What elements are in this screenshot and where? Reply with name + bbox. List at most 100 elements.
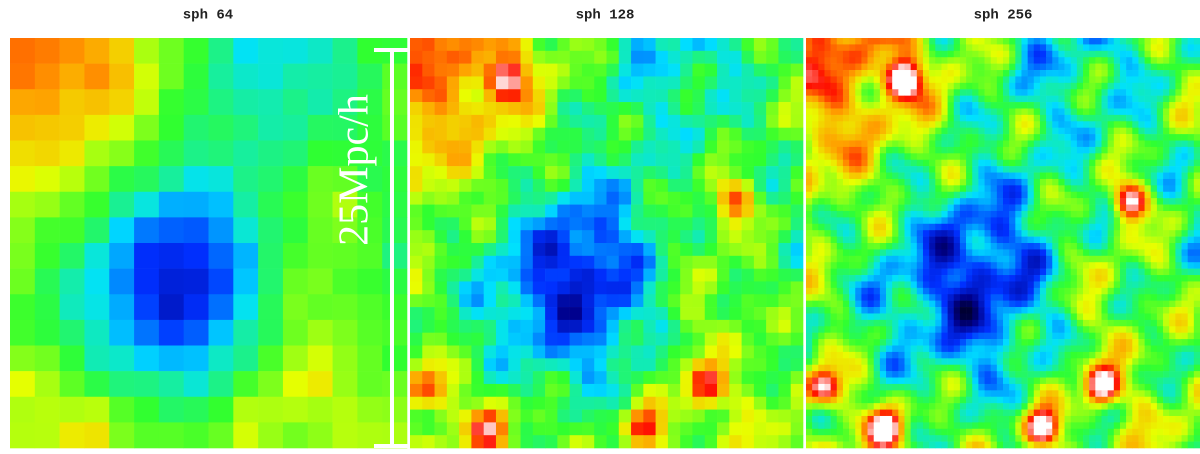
- pixel: [533, 410, 546, 423]
- pixel: [594, 435, 607, 448]
- pixel: [935, 185, 941, 192]
- pixel: [1077, 57, 1083, 64]
- pixel: [1151, 390, 1157, 397]
- pixel: [824, 390, 830, 397]
- pixel: [818, 301, 824, 308]
- pixel: [35, 192, 60, 218]
- pixel: [837, 173, 843, 180]
- pixel: [978, 44, 984, 51]
- pixel: [1052, 83, 1058, 90]
- pixel: [843, 243, 849, 250]
- pixel: [1034, 384, 1040, 391]
- pixel: [978, 275, 984, 282]
- pixel: [874, 249, 880, 256]
- pixel: [806, 256, 812, 263]
- pixel: [1126, 339, 1132, 346]
- pixel: [960, 51, 966, 58]
- pixel: [1040, 333, 1046, 340]
- pixel: [837, 96, 843, 103]
- pixel: [619, 38, 632, 51]
- pixel: [985, 390, 991, 397]
- pixel: [978, 288, 984, 295]
- pixel: [607, 346, 620, 359]
- pixel: [680, 294, 693, 307]
- pixel: [849, 243, 855, 250]
- pixel: [1065, 269, 1071, 276]
- pixel: [680, 307, 693, 320]
- pixel: [1040, 102, 1046, 109]
- pixel: [1102, 243, 1108, 250]
- pixel: [954, 307, 960, 314]
- pixel: [1065, 326, 1071, 333]
- pixel: [1040, 166, 1046, 173]
- pixel: [1071, 108, 1077, 115]
- pixel: [1003, 70, 1009, 77]
- pixel: [886, 205, 892, 212]
- pixel: [1009, 185, 1015, 192]
- pixel: [911, 64, 917, 71]
- pixel: [923, 249, 929, 256]
- pixel: [941, 378, 947, 385]
- pixel: [1169, 378, 1175, 385]
- pixel: [258, 294, 283, 320]
- pixel: [1052, 275, 1058, 282]
- pixel: [960, 192, 966, 199]
- pixel: [134, 192, 159, 218]
- pixel: [997, 237, 1003, 244]
- pixel: [892, 198, 898, 205]
- pixel: [1114, 96, 1120, 103]
- pixel: [619, 166, 632, 179]
- pixel: [1034, 211, 1040, 218]
- pixel: [849, 224, 855, 231]
- pixel: [1028, 371, 1034, 378]
- pixel: [435, 115, 448, 128]
- pixel: [668, 102, 681, 115]
- pixel: [1071, 403, 1077, 410]
- pixel: [880, 121, 886, 128]
- pixel: [806, 230, 812, 237]
- pixel: [1120, 249, 1126, 256]
- pixel: [1040, 224, 1046, 231]
- pixel: [868, 217, 874, 224]
- pixel: [1194, 160, 1200, 167]
- pixel: [134, 38, 159, 64]
- pixel: [929, 192, 935, 199]
- pixel: [1182, 44, 1188, 51]
- pixel: [680, 128, 693, 141]
- pixel: [184, 141, 209, 167]
- pixel: [972, 371, 978, 378]
- pixel: [1040, 153, 1046, 160]
- pixel: [159, 294, 184, 320]
- pixel: [978, 339, 984, 346]
- pixel: [308, 243, 333, 269]
- pixel: [159, 89, 184, 115]
- pixel: [1034, 320, 1040, 327]
- pixel: [1120, 173, 1126, 180]
- pixel: [1046, 134, 1052, 141]
- pixel: [874, 256, 880, 263]
- pixel: [1058, 147, 1064, 154]
- pixel: [1175, 76, 1181, 83]
- pixel: [1028, 378, 1034, 385]
- pixel: [1089, 365, 1095, 372]
- pixel: [631, 422, 644, 435]
- pixel: [818, 83, 824, 90]
- pixel: [607, 217, 620, 230]
- pixel: [806, 96, 812, 103]
- pixel: [1126, 205, 1132, 212]
- pixel: [1083, 128, 1089, 135]
- pixel: [1034, 281, 1040, 288]
- pixel: [1138, 365, 1144, 372]
- pixel: [533, 128, 546, 141]
- pixel: [1132, 397, 1138, 404]
- pixel: [668, 422, 681, 435]
- pixel: [855, 269, 861, 276]
- pixel: [892, 38, 898, 45]
- pixel: [997, 378, 1003, 385]
- pixel: [656, 217, 669, 230]
- pixel: [1132, 269, 1138, 276]
- pixel: [159, 141, 184, 167]
- pixel: [754, 128, 767, 141]
- pixel: [680, 153, 693, 166]
- pixel: [898, 211, 904, 218]
